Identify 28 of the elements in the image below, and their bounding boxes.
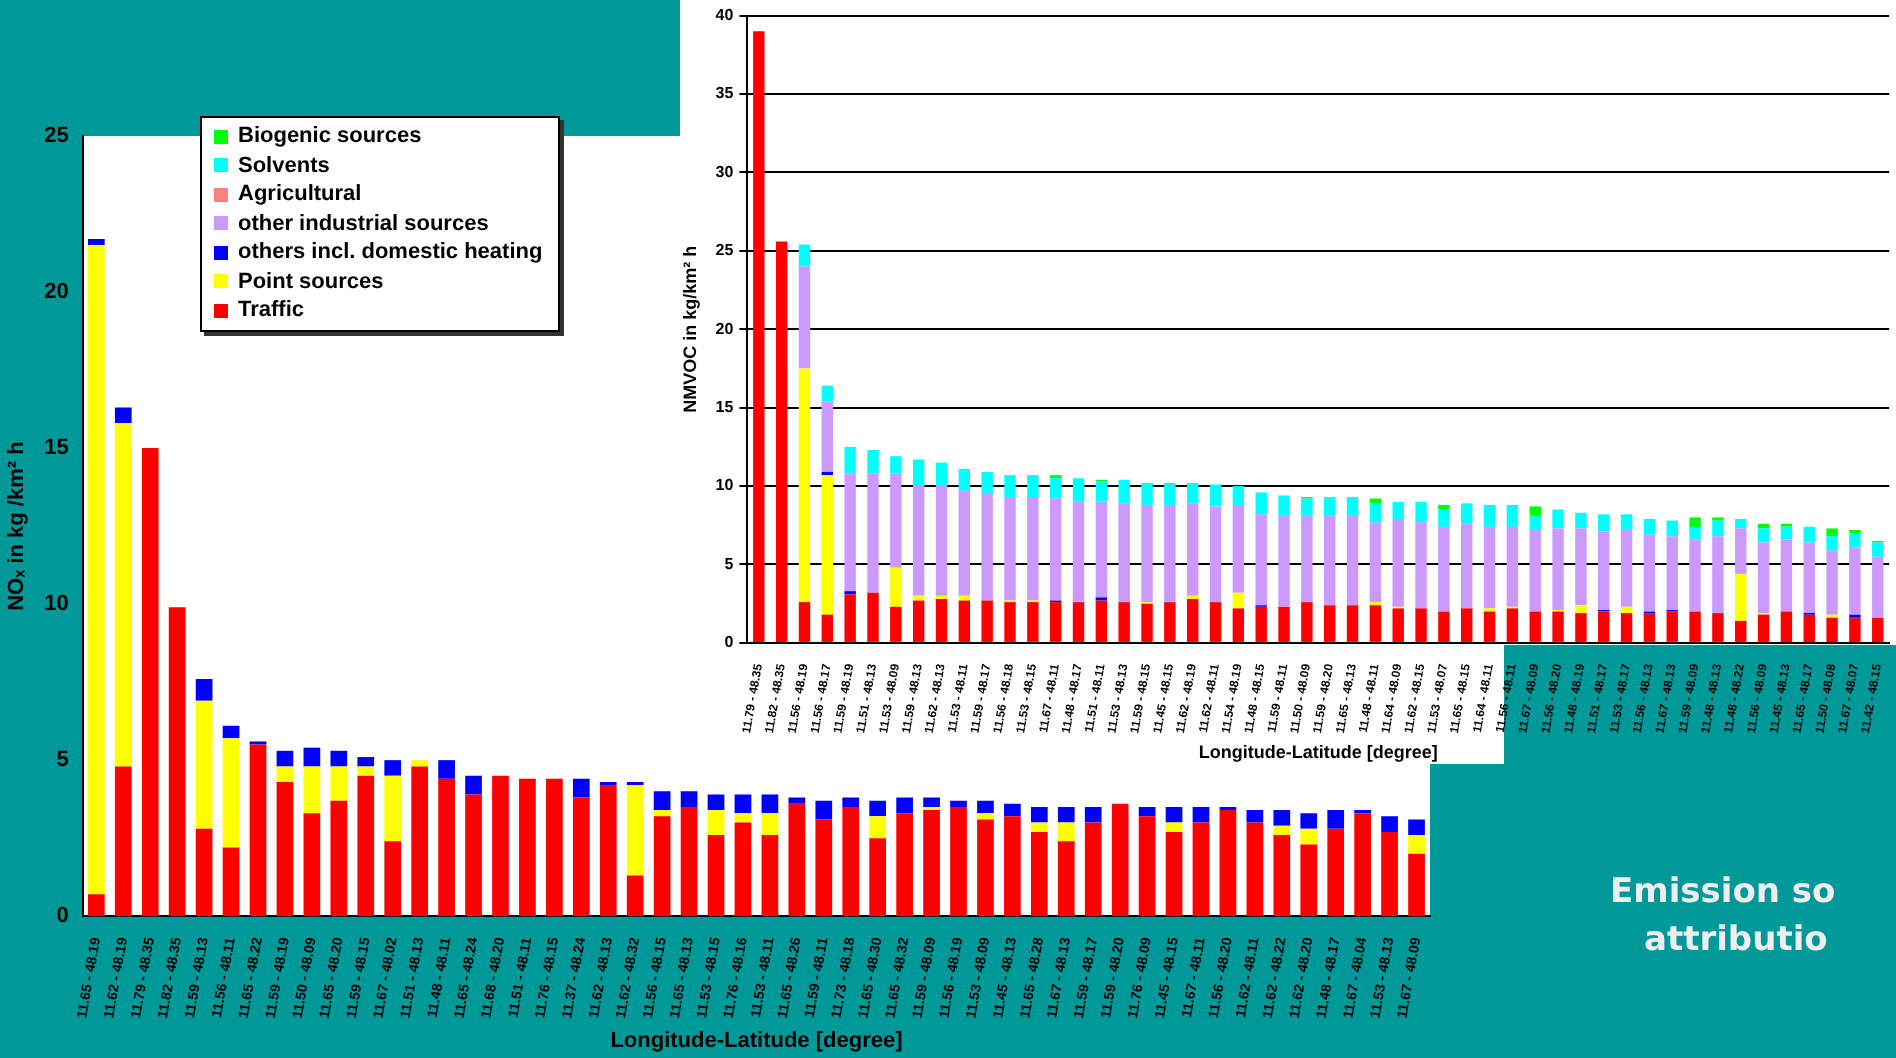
legend-label: other industrial sources <box>238 209 489 238</box>
legend-label: Biogenic sources <box>238 122 422 151</box>
y-tick-label: 25 <box>715 241 735 260</box>
legend-label: Agricultural <box>238 180 362 209</box>
x-axis-title: Longitude-Latitude [degree] <box>1198 742 1438 763</box>
y-tick-label: 20 <box>44 280 69 305</box>
y-tick-label: 35 <box>715 84 735 103</box>
legend-label: Point sources <box>238 267 384 296</box>
y-tick-label: 25 <box>44 124 69 149</box>
y-tick-label: 30 <box>715 162 735 181</box>
y-tick-label: 15 <box>44 436 69 461</box>
legend-label: Solvents <box>238 151 330 180</box>
y-tick-label: 0 <box>724 633 735 652</box>
y-tick-label: 5 <box>56 748 69 773</box>
y-axis-title: NMVOC in kg/km² h <box>679 245 700 413</box>
y-tick-label: 10 <box>44 592 69 617</box>
text: Emission so <box>1610 872 1836 912</box>
legend-label: others incl. domestic heating <box>238 238 543 267</box>
y-axis-title: NOₓ in kg /km² h <box>5 440 30 611</box>
y-tick-label: 5 <box>724 554 735 573</box>
y-tick-label: 20 <box>715 319 735 338</box>
y-tick-label: 0 <box>56 904 69 929</box>
legend-label: Traffic <box>238 296 305 325</box>
y-tick-label: 15 <box>715 398 735 417</box>
text: attributio <box>1644 920 1828 960</box>
y-tick-label: 40 <box>715 6 735 25</box>
y-tick-label: 10 <box>715 476 735 495</box>
x-axis-title: Longitude-Latitude [degree] <box>610 1028 904 1053</box>
